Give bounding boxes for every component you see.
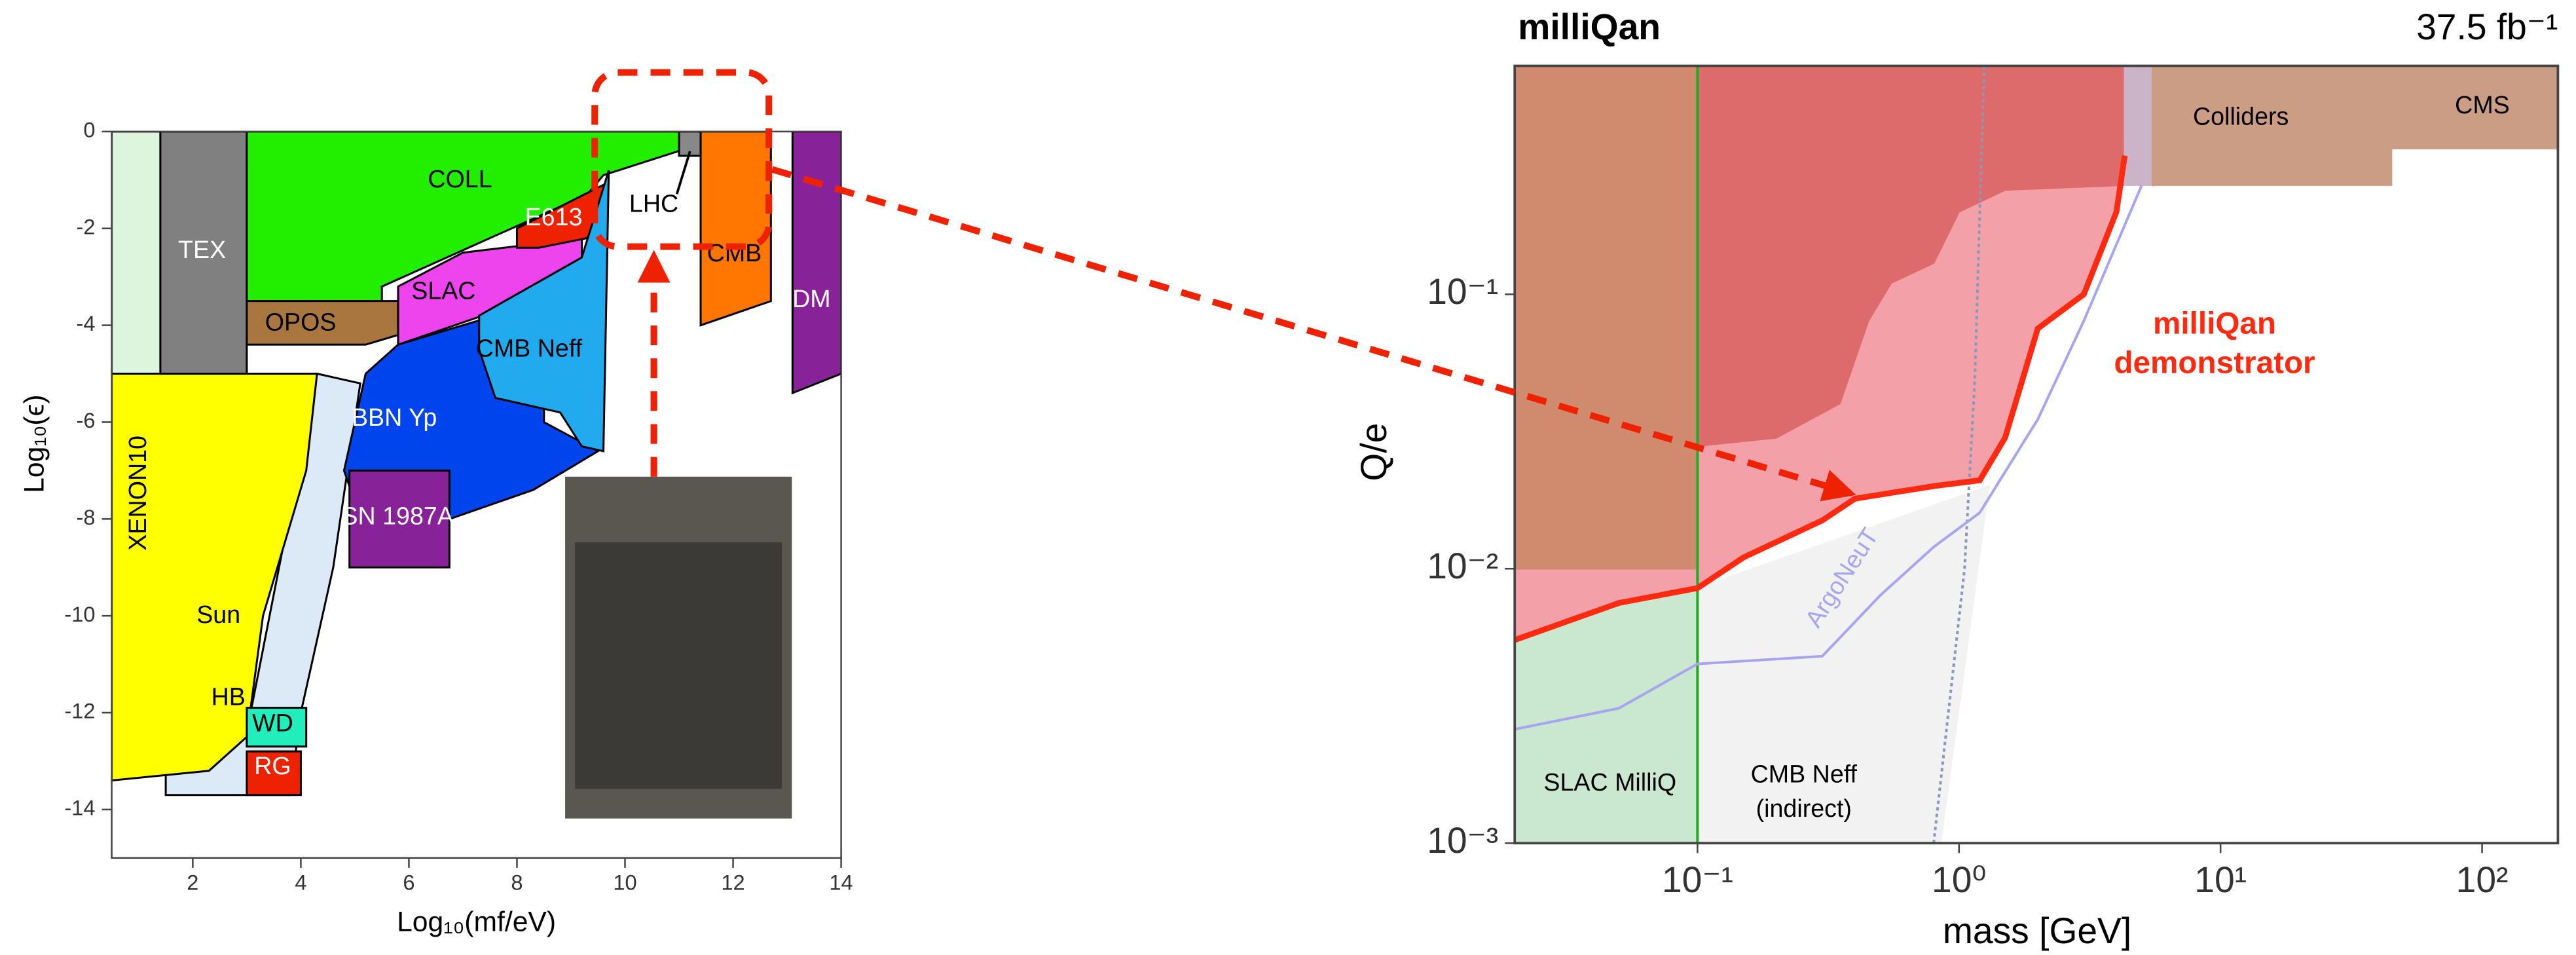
region-label: WD (252, 709, 293, 737)
x-tick-label: 12 (721, 871, 745, 895)
y-tick-label: -8 (77, 505, 96, 529)
chart-title: milliQan (1518, 7, 1661, 47)
region (701, 132, 771, 326)
page: {"chart_data": [ {"type": "area", "xlabe… (0, 0, 2576, 955)
region-label: SLAC MilliQ (1543, 768, 1676, 796)
annotation: milliQan (2153, 307, 2276, 341)
region-label: CMB (707, 239, 762, 267)
region-label: TEX (178, 236, 226, 263)
region-label: RG (254, 752, 291, 779)
x-tick-label: 10² (2456, 859, 2509, 900)
x-tick-label: 10¹ (2194, 859, 2247, 900)
region-label: BBN Yp (352, 403, 437, 431)
y-tick-label: -10 (64, 602, 95, 626)
region-label: XENON10 (124, 436, 151, 551)
y-tick-label: 10⁻³ (1427, 820, 1498, 861)
region-label: LHC (629, 190, 678, 217)
y-tick-label: -4 (77, 311, 96, 335)
region-label: CMB Neff (476, 334, 583, 362)
y-axis-label: Q/e (1353, 423, 1394, 481)
region-label: OPOS (265, 308, 337, 335)
x-tick-label: 10 (613, 871, 636, 895)
region (792, 132, 841, 393)
y-tick-label: -12 (64, 699, 95, 723)
x-tick-label: 4 (295, 871, 306, 895)
photo-detail (575, 542, 782, 789)
y-tick-label: -2 (77, 214, 96, 238)
lhc-pointer (677, 151, 690, 194)
annotation: CMB Neff (1751, 760, 1858, 787)
region (1515, 66, 1697, 569)
region-label: E613 (525, 203, 583, 231)
annotation: (indirect) (1756, 795, 1852, 822)
plot-area (1515, 66, 2558, 844)
region-label: Colliders (2193, 103, 2289, 130)
region-label: CMS (2455, 91, 2510, 119)
x-tick-label: 6 (403, 871, 414, 895)
region-label: Sun (196, 601, 240, 628)
x-tick-label: 14 (829, 871, 853, 895)
region-label: SN 1987A (341, 502, 454, 529)
x-tick-label: 2 (187, 871, 198, 895)
y-tick-label: 0 (83, 117, 95, 141)
y-axis-label: Log₁₀(ϵ) (18, 394, 50, 493)
y-tick-label: 10⁻² (1427, 546, 1498, 586)
region-label: SLAC (411, 277, 475, 305)
y-tick-label: 10⁻¹ (1427, 271, 1498, 312)
region-label: COLL (428, 165, 492, 193)
x-axis-label: Log₁₀(mf/eV) (397, 906, 556, 937)
y-tick-label: -6 (77, 408, 96, 432)
annotation: demonstrator (2114, 346, 2315, 381)
figure: XENON10 HB Sun TEX COLL OPOS SLAC E613 BBN Yp CMB… (0, 0, 2576, 955)
region-label: HB (212, 683, 246, 710)
region (2125, 66, 2153, 185)
x-tick-label: 10⁰ (1932, 859, 1987, 900)
x-tick-label: 10⁻¹ (1662, 859, 1733, 900)
chart-subtitle: 37.5 fb⁻¹ (2416, 7, 2558, 47)
x-axis-label: mass [GeV] (1943, 910, 2131, 951)
region-label: DM (792, 285, 831, 312)
x-tick-label: 8 (511, 871, 523, 895)
y-tick-label: -14 (64, 795, 95, 819)
